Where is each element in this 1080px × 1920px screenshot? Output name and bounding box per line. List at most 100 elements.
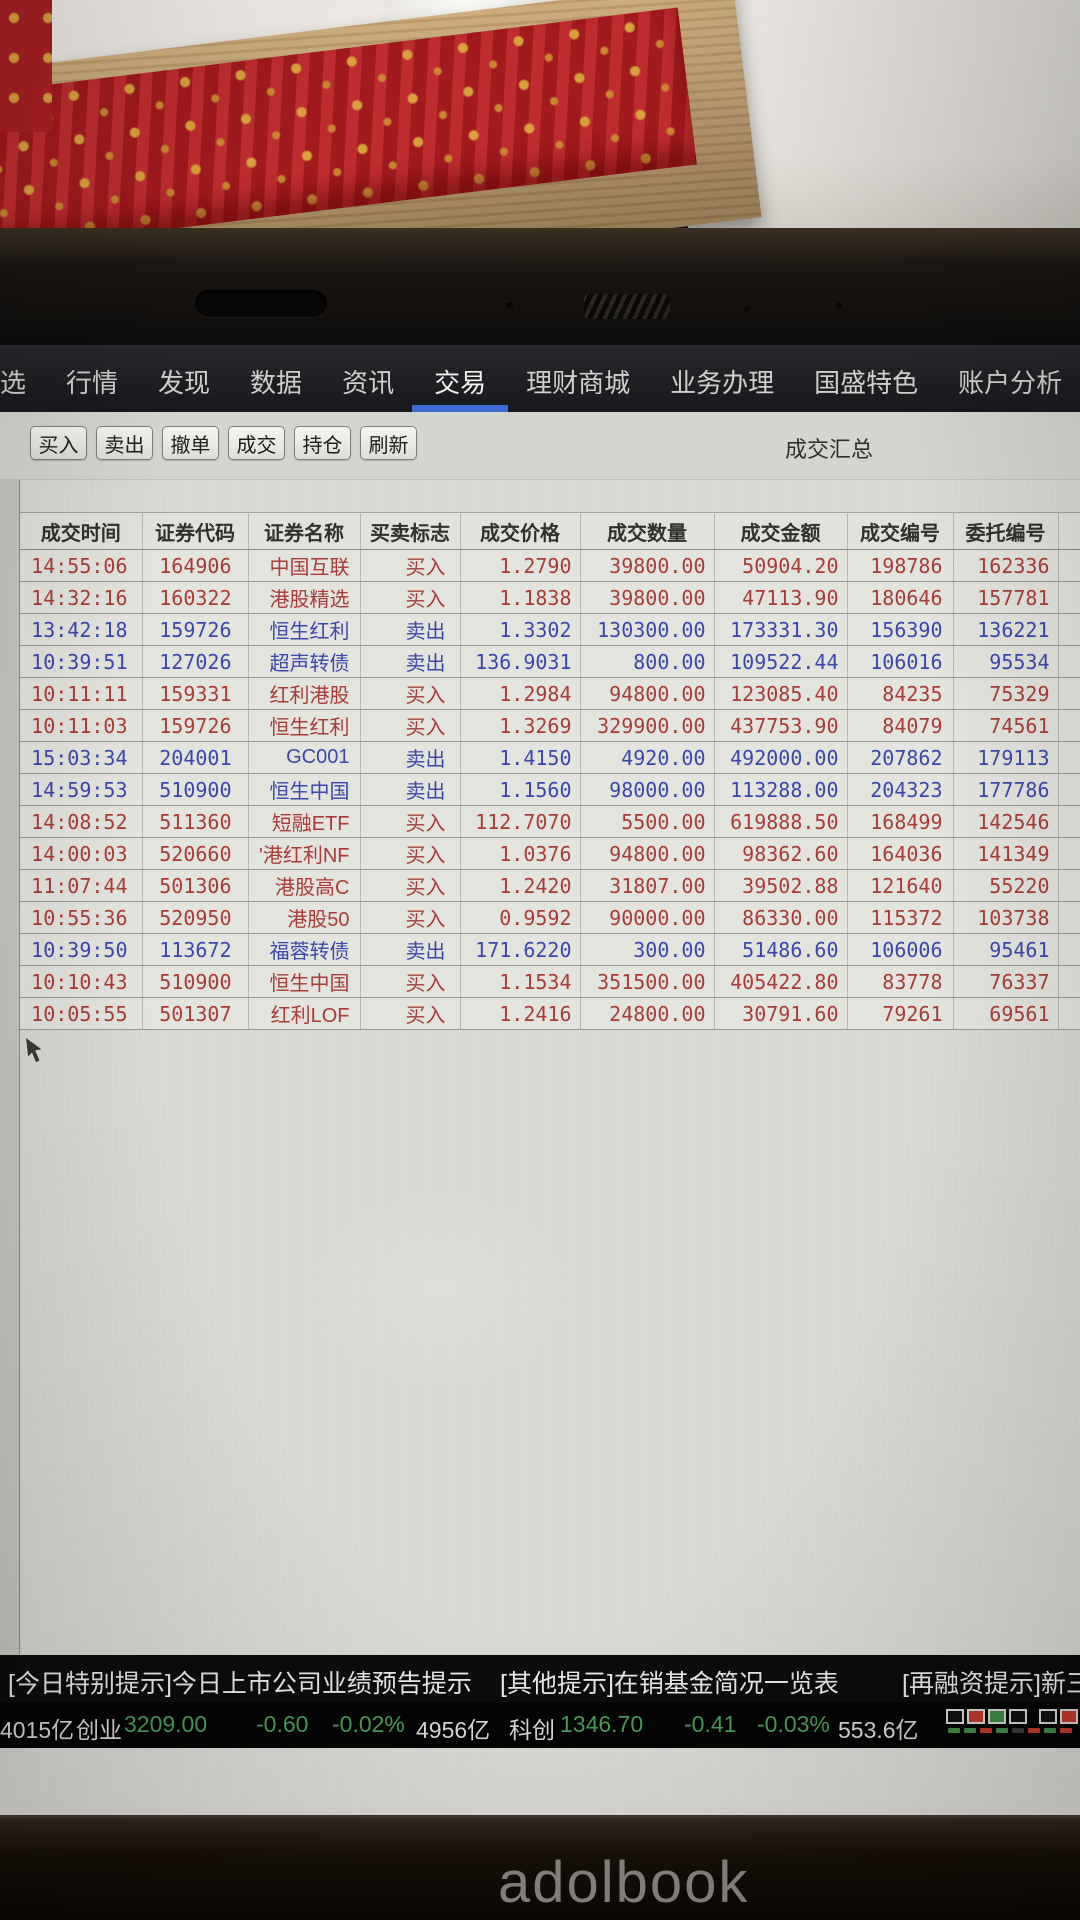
menu-bar: 选 行情 发现 数据 资讯 交易 理财商城 业务办理 国盛特色 账户分析 <box>0 345 1080 412</box>
cell-price: 1.3302 <box>460 613 581 646</box>
menu-item-faxian[interactable]: 发现 <box>158 368 211 398</box>
filled-button[interactable]: 成交 <box>228 426 285 460</box>
cell-code: 160322 <box>142 581 249 614</box>
cell-time: 10:39:50 <box>20 933 143 966</box>
cell-ono: 76337 <box>953 965 1059 998</box>
cell-amount: 47113.90 <box>714 581 848 614</box>
cell-price: 136.9031 <box>460 645 581 678</box>
table-row[interactable]: 10:05:55 501307 红利LOF 买入 1.2416 24800.00 30791… <box>20 997 1080 1030</box>
table-row[interactable]: 14:55:06 164906 中国互联 买入 1.2790 39800.00 50904.… <box>20 549 1080 582</box>
menu-item-hangqing[interactable]: 行情 <box>66 368 119 398</box>
cell-code: 113672 <box>142 933 249 966</box>
sell-button[interactable]: 卖出 <box>96 426 153 460</box>
cell-qty: 800.00 <box>580 645 715 678</box>
cell-cut <box>1058 581 1080 614</box>
cell-ono: 74561 <box>953 709 1059 742</box>
cell-qty: 90000.00 <box>580 901 715 934</box>
cell-tno: 83778 <box>847 965 954 998</box>
refresh-button[interactable]: 刷新 <box>360 426 417 460</box>
chart-box <box>946 1709 964 1724</box>
table-row[interactable]: 13:42:18 159726 恒生红利 卖出 1.3302 130300.00 17333… <box>20 613 1080 646</box>
cell-amount: 39502.88 <box>714 869 848 902</box>
ticker-notice-0[interactable]: [今日特别提示]今日上市公司业绩预告提示 <box>8 1670 472 1698</box>
cell-time: 11:07:44 <box>20 869 143 902</box>
cell-amount: 173331.30 <box>714 613 848 646</box>
cell-time: 10:05:55 <box>20 997 143 1030</box>
ticker-notice-1[interactable]: [其他提示]在销基金简况一览表 <box>500 1670 839 1698</box>
cell-code: 159726 <box>142 709 249 742</box>
cell-ono: 136221 <box>953 613 1059 646</box>
column-header-1: 证券代码 <box>142 512 249 550</box>
ticker-notice-2[interactable]: [再融资提示]新三板 <box>902 1670 1080 1698</box>
cell-ono: 75329 <box>953 677 1059 710</box>
buy-button[interactable]: 买入 <box>30 426 87 460</box>
cell-amount: 86330.00 <box>714 901 848 934</box>
cell-code: 204001 <box>142 741 249 774</box>
cell-price: 1.0376 <box>460 837 581 870</box>
menu-item-xuan[interactable]: 选 <box>0 368 27 398</box>
cell-qty: 4920.00 <box>580 741 715 774</box>
toolbar-buttons: 买入 卖出 撤单 成交 持仓 刷新 <box>30 426 417 460</box>
cell-side: 卖出 <box>360 645 461 678</box>
menu-item-zixun[interactable]: 资讯 <box>342 368 395 398</box>
menu-item-zhanghu-fenxi[interactable]: 账户分析 <box>958 368 1063 398</box>
table-row[interactable]: 14:08:52 511360 短融ETF 买入 112.7070 5500.00 6198… <box>20 805 1080 838</box>
status-segment-0: 4015亿 <box>0 1717 75 1743</box>
cell-name: 港股高C <box>248 869 361 902</box>
cell-tno: 164036 <box>847 837 954 870</box>
cell-time: 10:39:51 <box>20 645 143 678</box>
table-row[interactable]: 14:59:53 510900 恒生中国 卖出 1.1560 98000.00 113288… <box>20 773 1080 806</box>
cell-name: 恒生中国 <box>248 773 361 806</box>
cell-cut <box>1058 997 1080 1030</box>
cell-tno: 115372 <box>847 901 954 934</box>
cell-side: 卖出 <box>360 933 461 966</box>
menu-item-yewu-banli[interactable]: 业务办理 <box>670 368 775 398</box>
positions-button[interactable]: 持仓 <box>294 426 351 460</box>
cell-name: GC001 <box>248 741 361 774</box>
chart-box <box>1039 1709 1057 1724</box>
cell-time: 14:32:16 <box>20 581 143 614</box>
table-row[interactable]: 11:07:44 501306 港股高C 买入 1.2420 31807.00 39502.… <box>20 869 1080 902</box>
cell-qty: 31807.00 <box>580 869 715 902</box>
cell-name: 红利港股 <box>248 677 361 710</box>
chart-box <box>1060 1709 1078 1724</box>
cell-tno: 207862 <box>847 741 954 774</box>
table-header-row: 成交时间 证券代码 证券名称 买卖标志 成交价格 成交数量 成交金额 成交编号 委托编号 <box>20 512 1080 550</box>
cell-name: 恒生红利 <box>248 709 361 742</box>
window-left-edge <box>0 480 20 1655</box>
table-row[interactable]: 10:10:43 510900 恒生中国 买入 1.1534 351500.00 40542… <box>20 965 1080 998</box>
cell-code: 520660 <box>142 837 249 870</box>
cell-cut <box>1058 965 1080 998</box>
cell-cut <box>1058 869 1080 902</box>
cell-time: 14:08:52 <box>20 805 143 838</box>
cell-price: 1.2420 <box>460 869 581 902</box>
menu-item-licai-shangcheng[interactable]: 理财商城 <box>526 368 631 398</box>
table-row[interactable]: 14:00:03 520660 '港红利NF 买入 1.0376 94800.00 9836… <box>20 837 1080 870</box>
table-row[interactable]: 10:39:50 113672 福蓉转债 卖出 171.6220 300.00 51486.… <box>20 933 1080 966</box>
menu-item-jiaoyi[interactable]: 交易 <box>412 363 509 412</box>
menu-item-guosheng-tese[interactable]: 国盛特色 <box>814 368 919 398</box>
table-row[interactable]: 10:39:51 127026 超声转债 卖出 136.9031 800.00 109522… <box>20 645 1080 678</box>
column-header-4: 成交价格 <box>460 512 581 550</box>
cell-side: 买入 <box>360 997 461 1030</box>
cell-ono: 157781 <box>953 581 1059 614</box>
cancel-order-button[interactable]: 撤单 <box>162 426 219 460</box>
table-row[interactable]: 10:55:36 520950 港股50 买入 0.9592 90000.00 86330.… <box>20 901 1080 934</box>
bezel-grille <box>584 294 670 319</box>
table-row[interactable]: 10:11:03 159726 恒生红利 买入 1.3269 329900.00 43775… <box>20 709 1080 742</box>
table-row[interactable]: 14:32:16 160322 港股精选 买入 1.1838 39800.00 47113.… <box>20 581 1080 614</box>
column-header-8: 委托编号 <box>953 512 1059 550</box>
cell-side: 买入 <box>360 965 461 998</box>
menu-item-shuju[interactable]: 数据 <box>250 368 303 398</box>
table-row[interactable]: 10:11:11 159331 红利港股 买入 1.2984 94800.00 123085… <box>20 677 1080 710</box>
table-row[interactable]: 15:03:34 204001 GC001 卖出 1.4150 4920.00 492000… <box>20 741 1080 774</box>
cell-cut <box>1058 773 1080 806</box>
toolbar: 买入 卖出 撤单 成交 持仓 刷新 成交汇总 <box>0 412 1080 480</box>
cell-time: 10:55:36 <box>20 901 143 934</box>
cell-price: 1.2984 <box>460 677 581 710</box>
cell-ono: 162336 <box>953 549 1059 582</box>
chart-box <box>988 1709 1006 1724</box>
cell-time: 15:03:34 <box>20 741 143 774</box>
trade-summary-table: 成交时间 证券代码 证券名称 买卖标志 成交价格 成交数量 成交金额 成交编号 委托编号 14:… <box>20 512 1080 1030</box>
